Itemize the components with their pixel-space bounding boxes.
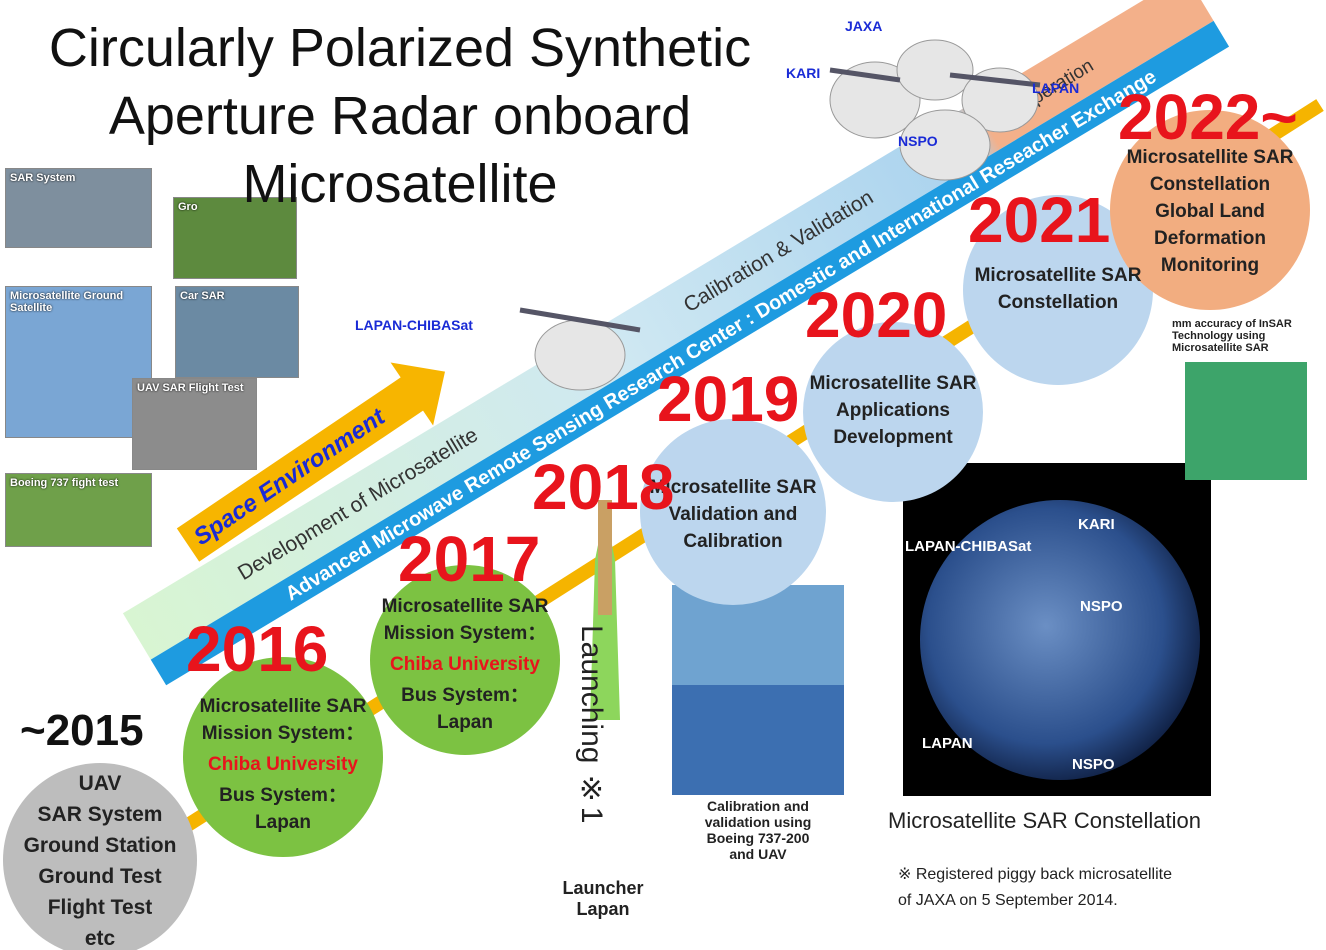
- milestone-line: Calibration: [650, 528, 817, 555]
- launch-label: Launching ※1: [574, 625, 609, 823]
- milestone-line: Bus System：: [200, 782, 367, 809]
- milestone-line: Mission System：: [382, 620, 549, 647]
- milestone-line: Ground Station: [24, 830, 177, 861]
- milestone-line: UAV: [24, 768, 177, 799]
- note-line: and UAV: [672, 846, 844, 862]
- constellation-label: KARI: [1078, 516, 1115, 533]
- calibration-note: Calibration and validation using Boeing …: [672, 798, 844, 862]
- milestone-line: Microsatellite SAR: [200, 693, 367, 720]
- satellite-label: NSPO: [898, 133, 938, 149]
- satellite-label: LAPAN: [1032, 80, 1079, 96]
- milestone-line: Global Land: [1127, 198, 1294, 225]
- milestone-line: Constellation: [1127, 171, 1294, 198]
- year: 2017: [398, 522, 540, 596]
- photo: Boeing 737 fight test: [5, 473, 152, 547]
- milestone-line: Lapan: [382, 709, 549, 736]
- milestone-line: Microsatellite SAR: [1127, 144, 1294, 171]
- constellation-label: NSPO: [1072, 756, 1115, 773]
- photo: Microsatellite Ground Satellite: [5, 286, 152, 438]
- photo-label: Boeing 737 fight test: [10, 477, 118, 489]
- milestone-line: Development: [810, 424, 977, 451]
- insar-note: mm accuracy of InSAR Technology using Mi…: [1160, 318, 1326, 354]
- photo-label: Microsatellite Ground Satellite: [10, 290, 151, 314]
- year: 2018: [532, 450, 674, 524]
- milestone-line: Applications: [810, 397, 977, 424]
- milestone-line: Chiba University: [200, 751, 367, 778]
- satellite-label: LAPAN-CHIBASat: [355, 317, 473, 333]
- launcher-line: Lapan: [548, 899, 658, 920]
- constellation-caption: Microsatellite SAR Constellation: [888, 808, 1201, 834]
- note-line: Technology using: [1172, 330, 1326, 342]
- satellite-label: JAXA: [845, 18, 882, 34]
- year: 2016: [186, 612, 328, 686]
- photo-uav: [672, 685, 844, 795]
- milestone-line: Constellation: [975, 289, 1142, 316]
- milestone-line: Deformation: [1127, 225, 1294, 252]
- milestone-line: Microsatellite SAR: [975, 262, 1142, 289]
- title: Circularly Polarized Synthetic Aperture …: [0, 14, 800, 218]
- year: 2022~: [1118, 80, 1298, 154]
- footnote-line: ※ Registered piggy back microsatellite: [898, 862, 1172, 888]
- title-line: Microsatellite: [0, 150, 800, 218]
- constellation-label: LAPAN-CHIBASat: [905, 538, 1031, 555]
- milestone-line: Microsatellite SAR: [810, 370, 977, 397]
- milestone-line: Chiba University: [382, 651, 549, 678]
- title-line: Circularly Polarized Synthetic: [0, 14, 800, 82]
- year: 2021: [968, 183, 1110, 257]
- note-line: Boeing 737-200: [672, 830, 844, 846]
- slide: Development of Microsatellite Calibratio…: [0, 0, 1326, 950]
- launcher-line: Launcher: [548, 878, 658, 899]
- photo: Car SAR: [175, 286, 299, 378]
- insar-image: [1185, 362, 1307, 480]
- note-line: Calibration and: [672, 798, 844, 814]
- photo-label: UAV SAR Flight Test: [137, 382, 244, 394]
- note-line: Microsatellite SAR: [1172, 342, 1326, 354]
- milestone-line: Lapan: [200, 809, 367, 836]
- year: 2020: [805, 278, 947, 352]
- milestone-line: Ground Test: [24, 861, 177, 892]
- note-line: mm accuracy of InSAR: [1172, 318, 1326, 330]
- constellation-label: LAPAN: [922, 735, 973, 752]
- milestone-line: Microsatellite SAR: [382, 593, 549, 620]
- milestone-line: Bus System：: [382, 682, 549, 709]
- milestone-line: Flight Test: [24, 892, 177, 923]
- footnote-line: of JAXA on 5 September 2014.: [898, 888, 1172, 914]
- launcher: Launcher Lapan: [548, 878, 658, 920]
- milestone-line: etc: [24, 923, 177, 950]
- photo: UAV SAR Flight Test: [132, 378, 257, 470]
- milestone-line: SAR System: [24, 799, 177, 830]
- footnote: ※ Registered piggy back microsatellite o…: [898, 862, 1172, 914]
- milestone-line: Monitoring: [1127, 252, 1294, 279]
- year: ~2015: [20, 706, 144, 756]
- milestone-line: Mission System：: [200, 720, 367, 747]
- photo-label: Car SAR: [180, 290, 225, 302]
- constellation-label: NSPO: [1080, 598, 1123, 615]
- note-line: validation using: [672, 814, 844, 830]
- milestone-line: Microsatellite SAR: [650, 474, 817, 501]
- milestone-line: Validation and: [650, 501, 817, 528]
- year: 2019: [657, 362, 799, 436]
- title-line: Aperture Radar onboard: [0, 82, 800, 150]
